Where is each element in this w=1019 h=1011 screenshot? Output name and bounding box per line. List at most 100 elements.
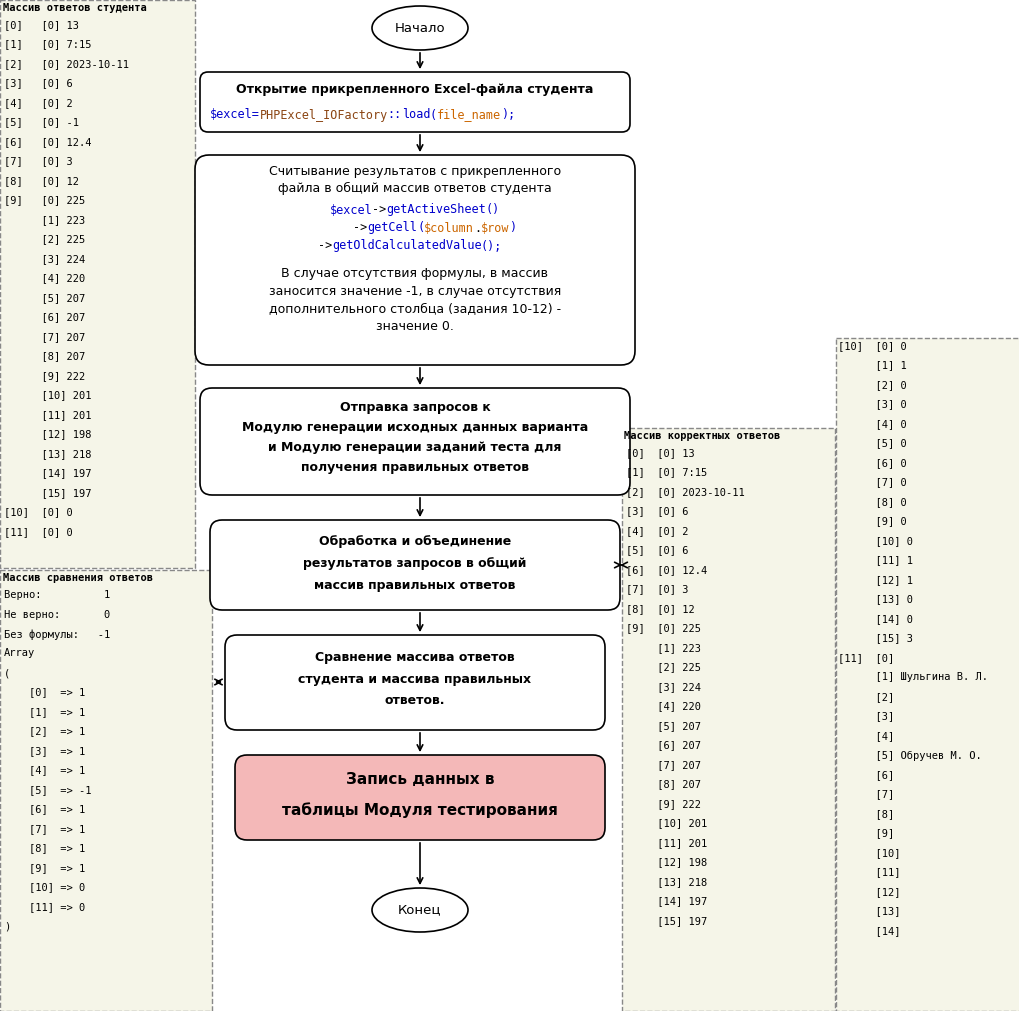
FancyBboxPatch shape — [200, 72, 630, 132]
Text: [8]  => 1: [8] => 1 — [4, 843, 86, 853]
Text: [2]  => 1: [2] => 1 — [4, 727, 86, 736]
Text: PHPExcel_IOFactory: PHPExcel_IOFactory — [260, 108, 387, 121]
Text: [5] Обручев М. О.: [5] Обручев М. О. — [838, 750, 981, 760]
Text: Массив корректных ответов: Массив корректных ответов — [624, 431, 780, 441]
Text: $excel=: $excel= — [210, 108, 260, 121]
Text: [9] 0: [9] 0 — [838, 517, 906, 527]
Text: [10] 201: [10] 201 — [4, 390, 92, 400]
Text: дополнительного столбца (задания 10-12) -: дополнительного столбца (задания 10-12) … — [269, 302, 560, 315]
Text: [1] 1: [1] 1 — [838, 361, 906, 370]
Text: [6] 207: [6] 207 — [626, 740, 700, 750]
Text: [5]  => -1: [5] => -1 — [4, 785, 92, 795]
Text: [2]: [2] — [838, 692, 894, 702]
Text: $excel: $excel — [329, 203, 372, 216]
Text: Начало: Начало — [394, 21, 445, 34]
Text: и Модулю генерации заданий теста для: и Модулю генерации заданий теста для — [268, 442, 561, 455]
Text: [11]  [0]: [11] [0] — [838, 653, 894, 663]
Bar — [0, 0, 195, 568]
Text: [9]  => 1: [9] => 1 — [4, 863, 86, 874]
Text: [11] 201: [11] 201 — [626, 838, 706, 848]
Text: [2] 225: [2] 225 — [4, 235, 86, 245]
Text: [12] 198: [12] 198 — [4, 430, 92, 440]
Text: [5] 207: [5] 207 — [626, 721, 700, 731]
Text: [3]   [0] 6: [3] [0] 6 — [4, 79, 72, 89]
Text: [9]   [0] 225: [9] [0] 225 — [4, 195, 86, 205]
Text: [15] 197: [15] 197 — [4, 488, 92, 498]
Text: [5]  [0] 6: [5] [0] 6 — [626, 546, 688, 555]
Text: [1] Шульгина В. Л.: [1] Шульгина В. Л. — [838, 672, 987, 682]
Text: (: ( — [430, 108, 437, 121]
Ellipse shape — [372, 6, 468, 50]
Text: Массив сравнения ответов: Массив сравнения ответов — [3, 573, 153, 583]
Text: getActiveSheet: getActiveSheet — [386, 203, 486, 216]
Text: [9]: [9] — [838, 828, 894, 838]
Text: [10]: [10] — [838, 848, 900, 858]
Text: [7] 207: [7] 207 — [4, 332, 86, 342]
Text: [14] 197: [14] 197 — [4, 468, 92, 478]
Text: [5]   [0] -1: [5] [0] -1 — [4, 117, 78, 127]
Text: [0]  [0] 13: [0] [0] 13 — [626, 448, 694, 458]
Text: [0]  => 1: [0] => 1 — [4, 687, 86, 698]
Text: Без формулы:   -1: Без формулы: -1 — [4, 629, 110, 640]
Text: [6]: [6] — [838, 770, 894, 780]
Text: [7] 207: [7] 207 — [626, 760, 700, 770]
Text: [10] 0: [10] 0 — [838, 536, 912, 546]
Text: [2] 225: [2] 225 — [626, 662, 700, 672]
Text: [10]  [0] 0: [10] [0] 0 — [4, 508, 72, 518]
Text: [4]  => 1: [4] => 1 — [4, 765, 86, 775]
Text: [2] 0: [2] 0 — [838, 380, 906, 390]
Text: файла в общий массив ответов студента: файла в общий массив ответов студента — [278, 181, 551, 194]
Text: [12]: [12] — [838, 887, 900, 897]
Text: [9]  [0] 225: [9] [0] 225 — [626, 624, 700, 634]
Ellipse shape — [372, 888, 468, 932]
Text: Сравнение массива ответов: Сравнение массива ответов — [315, 650, 515, 663]
Text: [4] 220: [4] 220 — [4, 274, 86, 283]
Text: [2]  [0] 2023-10-11: [2] [0] 2023-10-11 — [626, 487, 744, 497]
Text: результатов запросов в общий: результатов запросов в общий — [303, 557, 526, 570]
Bar — [622, 428, 835, 1011]
Text: [6]   [0] 12.4: [6] [0] 12.4 — [4, 137, 92, 147]
Text: getCell: getCell — [367, 221, 417, 235]
Text: массив правильных ответов: массив правильных ответов — [314, 579, 516, 592]
Text: [1]  => 1: [1] => 1 — [4, 707, 86, 717]
Text: ): ) — [4, 921, 10, 931]
Text: заносится значение -1, в случае отсутствия: заносится значение -1, в случае отсутств… — [269, 284, 560, 297]
Text: [6]  => 1: [6] => 1 — [4, 805, 86, 815]
Text: [4] 220: [4] 220 — [626, 702, 700, 712]
Text: [13] 218: [13] 218 — [4, 449, 92, 459]
Text: [1]  [0] 7:15: [1] [0] 7:15 — [626, 467, 706, 477]
Text: [3]  => 1: [3] => 1 — [4, 746, 86, 756]
Text: Массив ответов студента: Массив ответов студента — [3, 3, 147, 13]
Text: [7]: [7] — [838, 790, 894, 800]
Text: [3] 224: [3] 224 — [4, 254, 86, 264]
Text: [11]: [11] — [838, 867, 900, 878]
Text: ();: (); — [481, 240, 501, 253]
Text: Обработка и объединение: Обработка и объединение — [319, 536, 511, 549]
Text: [14]: [14] — [838, 926, 900, 936]
Text: [1]   [0] 7:15: [1] [0] 7:15 — [4, 39, 92, 50]
Text: ::: :: — [387, 108, 401, 121]
Text: [5] 207: [5] 207 — [4, 293, 86, 303]
Text: [1] 223: [1] 223 — [4, 215, 86, 225]
FancyBboxPatch shape — [225, 635, 604, 730]
Text: [6]  [0] 12.4: [6] [0] 12.4 — [626, 565, 706, 575]
Text: [15] 197: [15] 197 — [626, 916, 706, 926]
Text: [1] 223: [1] 223 — [626, 643, 700, 653]
Text: [3]  [0] 6: [3] [0] 6 — [626, 507, 688, 517]
Text: значение 0.: значение 0. — [376, 320, 453, 334]
Text: [12] 198: [12] 198 — [626, 857, 706, 867]
Text: ->: -> — [372, 203, 386, 216]
Text: [7]   [0] 3: [7] [0] 3 — [4, 157, 72, 167]
Text: getOldCalculatedValue: getOldCalculatedValue — [331, 240, 481, 253]
Text: [4]: [4] — [838, 731, 894, 741]
Text: load: load — [401, 108, 430, 121]
Text: [7]  => 1: [7] => 1 — [4, 824, 86, 834]
Text: Отправка запросов к: Отправка запросов к — [339, 401, 490, 415]
Text: ->: -> — [318, 240, 332, 253]
Text: [7]  [0] 3: [7] [0] 3 — [626, 584, 688, 594]
FancyBboxPatch shape — [210, 520, 620, 610]
Text: file_name: file_name — [436, 108, 500, 121]
Text: [3] 0: [3] 0 — [838, 399, 906, 409]
Bar — [836, 338, 1019, 1011]
Text: студента и массива правильных: студента и массива правильных — [299, 672, 531, 685]
